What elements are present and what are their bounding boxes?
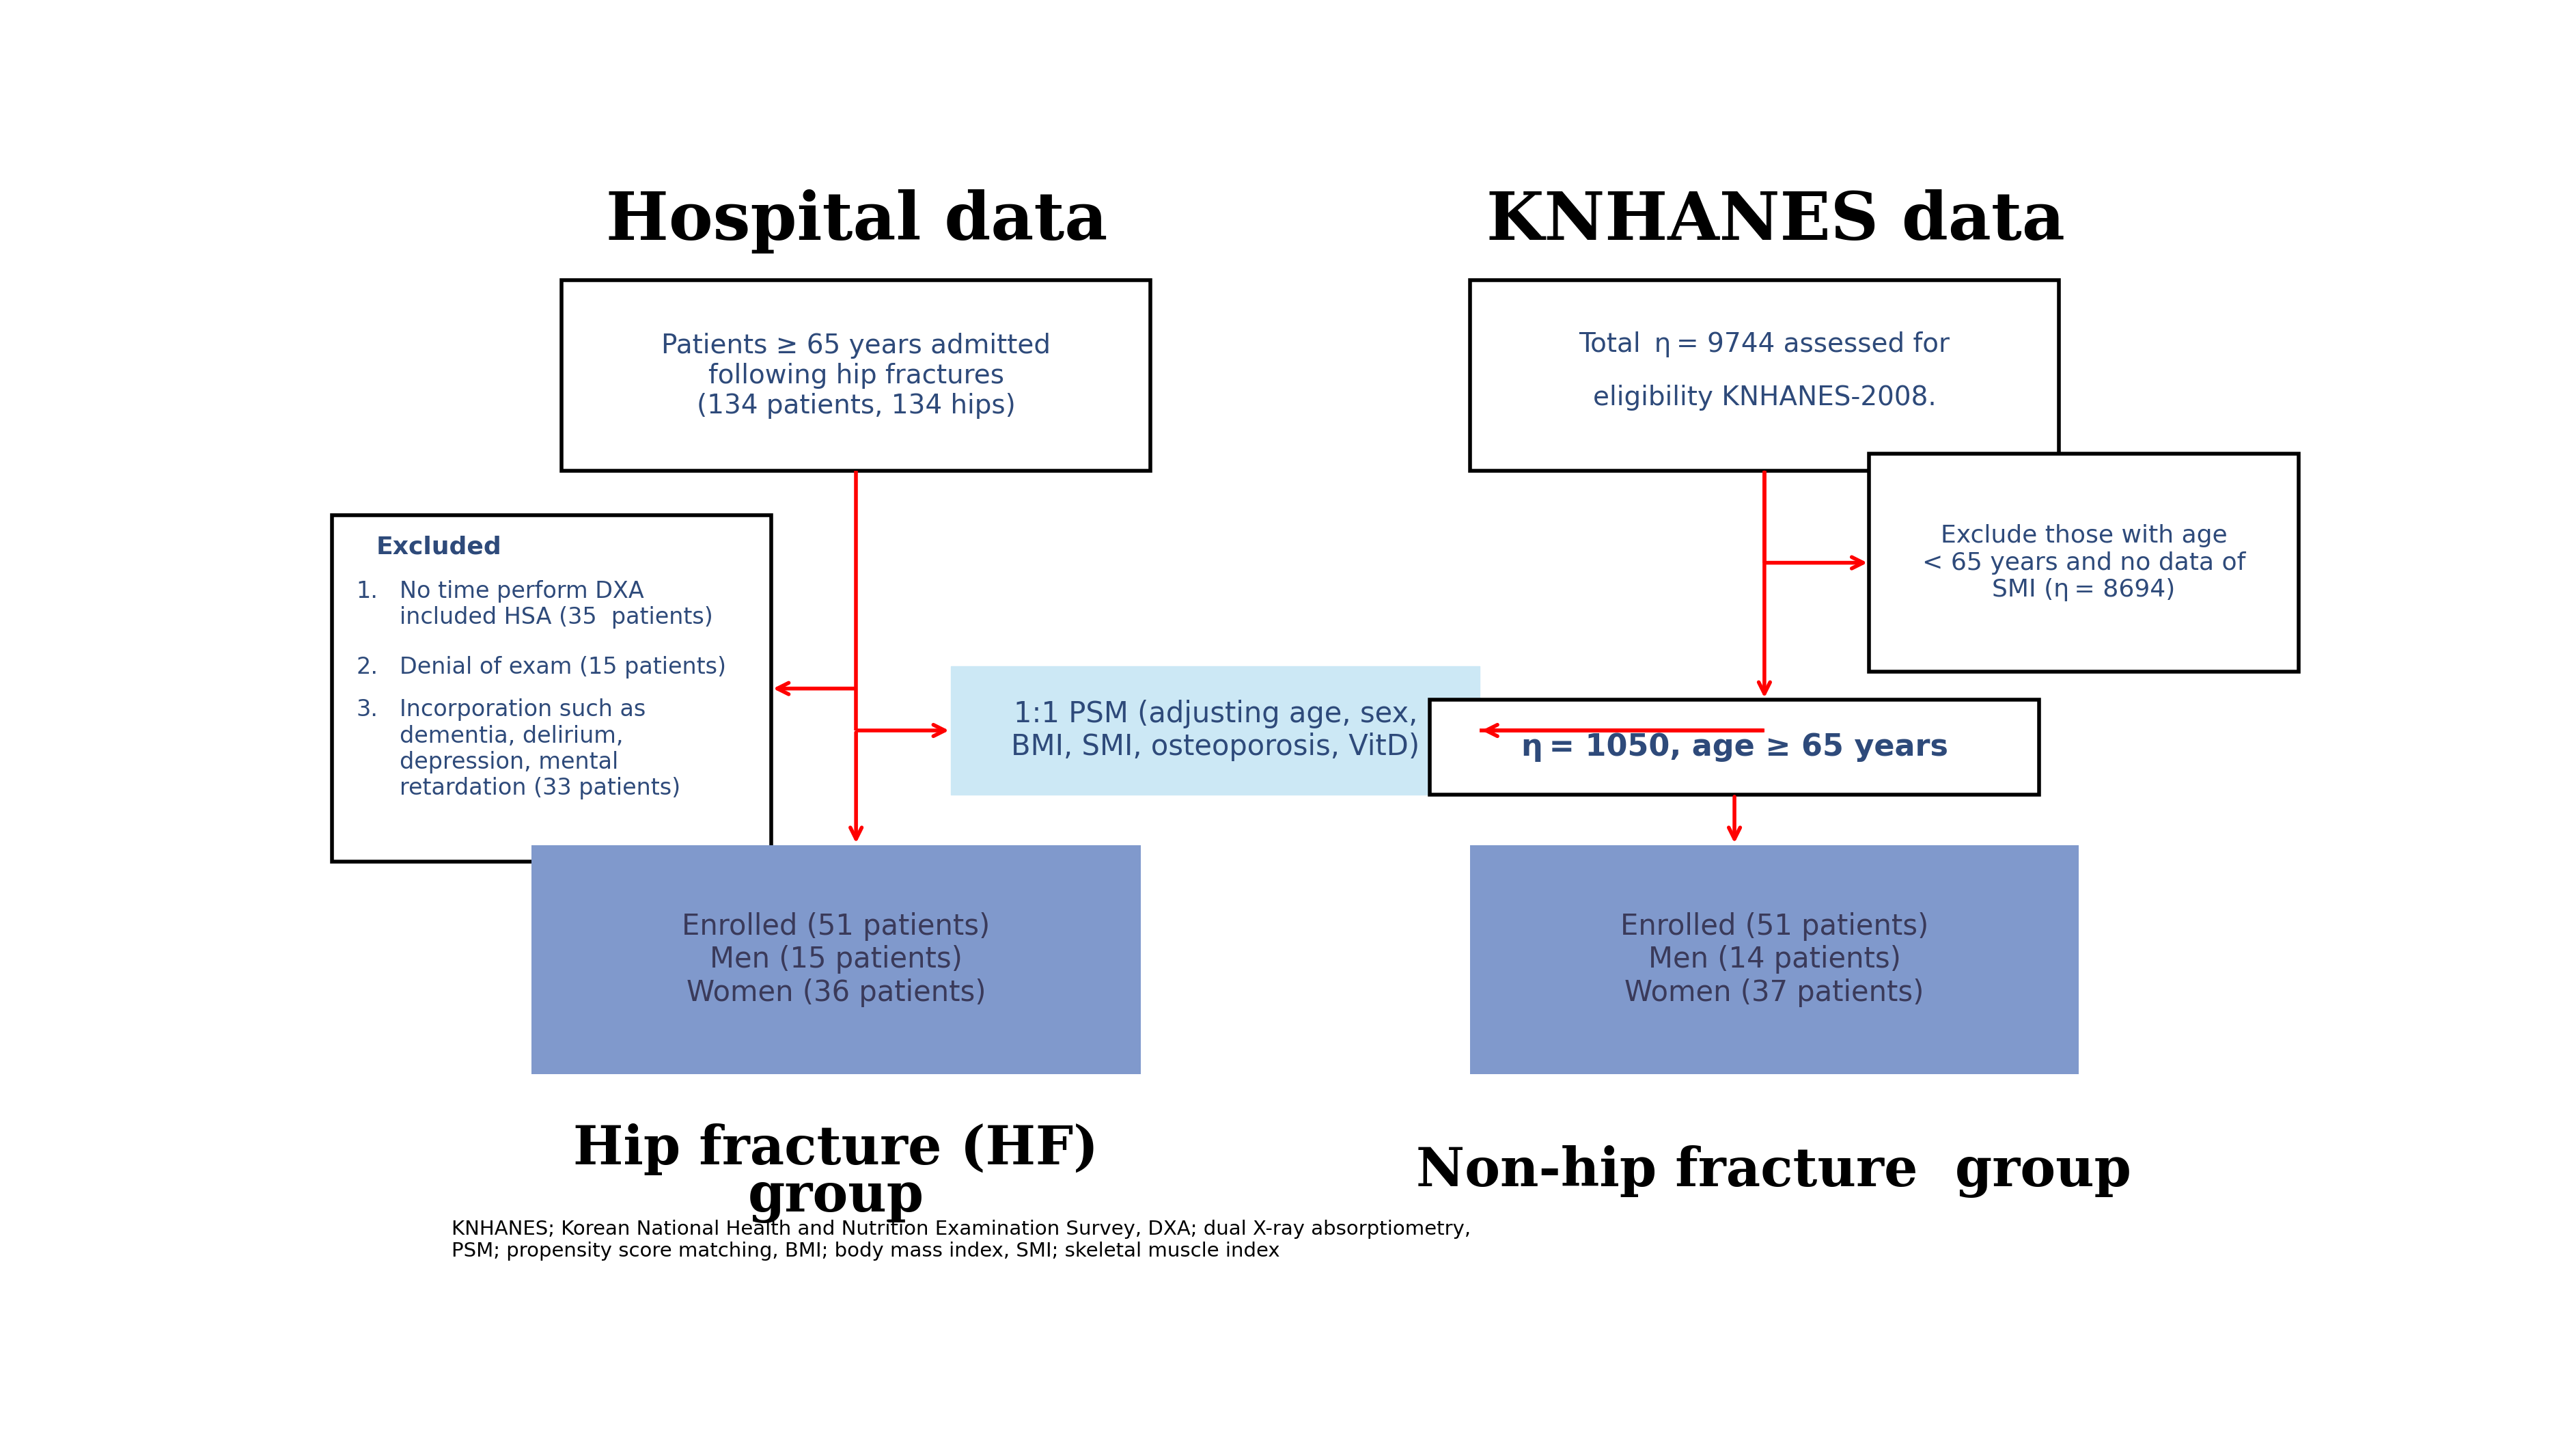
- Text: Patients ≥ 65 years admitted
following hip fractures
(134 patients, 134 hips): Patients ≥ 65 years admitted following h…: [662, 333, 1051, 418]
- Text: Hip fracture (HF): Hip fracture (HF): [574, 1124, 1100, 1175]
- Text: KNHANES; Korean National Health and Nutrition Examination Survey, DXA; dual X-ra: KNHANES; Korean National Health and Nutr…: [451, 1220, 1471, 1260]
- Text: 1.: 1.: [355, 581, 379, 603]
- FancyBboxPatch shape: [332, 515, 770, 862]
- Text: Denial of exam (15 patients): Denial of exam (15 patients): [399, 656, 726, 678]
- Text: Incorporation such as
dementia, delirium,
depression, mental
retardation (33 pat: Incorporation such as dementia, delirium…: [399, 698, 680, 800]
- Text: Excluded: Excluded: [376, 536, 502, 559]
- FancyBboxPatch shape: [1471, 845, 2079, 1074]
- Text: Hospital data: Hospital data: [605, 189, 1108, 253]
- FancyBboxPatch shape: [951, 666, 1481, 794]
- Text: group: group: [747, 1172, 925, 1223]
- Text: No time perform DXA
included HSA (35  patients): No time perform DXA included HSA (35 pat…: [399, 581, 714, 629]
- Text: Exclude those with age
< 65 years and no data of
SMI (η = 8694): Exclude those with age < 65 years and no…: [1922, 524, 2246, 601]
- Text: eligibility KNHANES-2008.: eligibility KNHANES-2008.: [1592, 385, 1937, 411]
- Text: 2.: 2.: [355, 656, 379, 678]
- FancyBboxPatch shape: [531, 845, 1141, 1074]
- Text: η = 1050, age ≥ 65 years: η = 1050, age ≥ 65 years: [1520, 733, 1947, 762]
- FancyBboxPatch shape: [1870, 453, 2298, 672]
- FancyBboxPatch shape: [1430, 700, 2040, 794]
- Text: Enrolled (51 patients)
Men (14 patients)
Women (37 patients): Enrolled (51 patients) Men (14 patients)…: [1620, 912, 1929, 1008]
- Text: Non-hip fracture  group: Non-hip fracture group: [1417, 1146, 2130, 1198]
- Text: 3.: 3.: [355, 698, 379, 722]
- FancyBboxPatch shape: [1471, 280, 2058, 470]
- FancyBboxPatch shape: [562, 280, 1151, 470]
- Text: Enrolled (51 patients)
Men (15 patients)
Women (36 patients): Enrolled (51 patients) Men (15 patients)…: [683, 912, 989, 1008]
- Text: 1:1 PSM (adjusting age, sex,
BMI, SMI, osteoporosis, VitD): 1:1 PSM (adjusting age, sex, BMI, SMI, o…: [1012, 700, 1419, 761]
- Text: KNHANES data: KNHANES data: [1486, 189, 2063, 253]
- Text: Total  η = 9744 assessed for: Total η = 9744 assessed for: [1579, 331, 1950, 357]
